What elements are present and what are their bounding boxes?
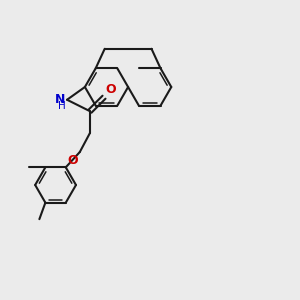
Text: H: H [58,101,66,111]
Text: O: O [106,83,116,96]
Text: N: N [55,93,66,106]
Text: O: O [67,154,78,166]
